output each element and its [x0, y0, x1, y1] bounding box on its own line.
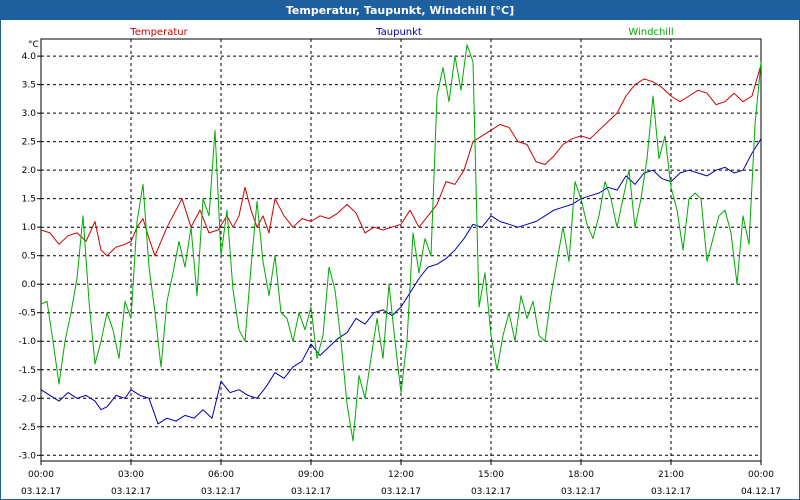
x-tick-date-label: 03.12.17	[381, 487, 421, 497]
y-tick-label: 4.0	[22, 52, 37, 62]
x-tick-time-label: 06:00	[208, 470, 234, 480]
x-tick-time-label: 09:00	[298, 470, 324, 480]
legend-entry-windchill: Windchill	[628, 27, 673, 38]
axis-labels: -3.0 -2.5 -2.0 -1.5 -1.0 -0.5 0.0 0.5 1.0 1.5 2.0 2…	[18, 52, 781, 497]
x-tick-time-label: 00:00	[28, 470, 54, 480]
legend-entry-temperatur: Temperatur	[129, 27, 188, 38]
series-line-windchill	[40, 44, 762, 442]
y-tick-label: -2.0	[18, 394, 36, 404]
x-tick-date-label: 04.12.17	[741, 487, 781, 497]
grid	[41, 39, 761, 461]
x-tick-time-label: 12:00	[388, 470, 414, 480]
x-tick-time-label: 15:00	[478, 470, 504, 480]
y-tick-label: -0.5	[18, 309, 36, 319]
y-tick-label: -1.0	[18, 337, 36, 347]
legend: Temperatur Taupunkt Windchill	[129, 27, 673, 38]
series-line-temperatur	[40, 64, 762, 257]
y-tick-label: 3.5	[22, 81, 36, 91]
x-tick-date-label: 03.12.17	[651, 487, 691, 497]
x-tick-date-label: 03.12.17	[561, 487, 601, 497]
y-tick-label: 1.0	[22, 223, 37, 233]
y-tick-label: 3.0	[22, 109, 37, 119]
y-tick-label: -2.5	[18, 423, 36, 433]
x-tick-time-label: 00:00	[748, 470, 774, 480]
y-tick-label: 0.0	[22, 280, 37, 290]
x-tick-date-label: 03.12.17	[291, 487, 331, 497]
y-tick-label: 2.5	[22, 138, 36, 148]
x-tick-date-label: 03.12.17	[201, 487, 241, 497]
x-tick-date-label: 03.12.17	[21, 487, 61, 497]
x-tick-date-label: 03.12.17	[471, 487, 511, 497]
y-tick-label: 1.5	[22, 195, 36, 205]
y-tick-label: 0.5	[22, 252, 36, 262]
x-tick-date-label: 03.12.17	[111, 487, 151, 497]
y-tick-label: 2.0	[22, 166, 37, 176]
x-tick-time-label: 18:00	[568, 470, 594, 480]
legend-entry-taupunkt: Taupunkt	[375, 27, 422, 38]
y-tick-label: -3.0	[18, 451, 36, 461]
y-tick-label: -1.5	[18, 366, 36, 376]
x-tick-time-label: 03:00	[118, 470, 144, 480]
window-title: Temperatur, Taupunkt, Windchill [°C]	[1, 1, 799, 20]
x-tick-time-label: 21:00	[658, 470, 684, 480]
series-line-taupunkt	[40, 138, 762, 425]
series-lines	[40, 44, 762, 442]
y-axis-unit-label: °C	[28, 40, 39, 50]
